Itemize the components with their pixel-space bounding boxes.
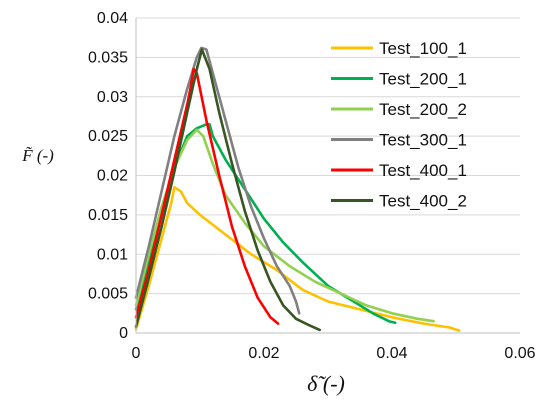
series-lines	[134, 46, 461, 332]
y-tick-label: 0.025	[88, 128, 128, 145]
y-tick-label: 0.005	[88, 286, 128, 303]
legend-label: Test_400_1	[379, 161, 467, 180]
legend-label: Test_100_1	[379, 39, 467, 58]
axes	[135, 18, 520, 334]
y-tick-label: 0.035	[88, 49, 128, 66]
y-tick-label: 0.01	[97, 246, 128, 263]
gridlines	[136, 17, 520, 295]
x-tick-label: 0.02	[248, 345, 279, 362]
series-line-test-400-2	[134, 48, 321, 332]
x-tick-labels: 0 0.02 0.04 0.06	[132, 345, 536, 362]
legend-label: Test_200_1	[379, 70, 467, 89]
y-tick-label: 0	[119, 325, 128, 342]
legend-label: Test_300_1	[379, 131, 467, 150]
legend-label: Test_400_2	[379, 192, 467, 211]
y-tick-label: 0.015	[88, 207, 128, 224]
y-tick-label: 0.03	[97, 89, 128, 106]
y-tick-label: 0.02	[97, 168, 128, 185]
series-line-test-300-1	[134, 46, 301, 315]
y-tick-labels: 0 0.005 0.01 0.015 0.02 0.025 0.03 0.035 0.04	[88, 10, 128, 342]
y-tick-label: 0.04	[97, 10, 128, 27]
series-line-test-200-2	[134, 128, 435, 323]
x-tick-label: 0.04	[376, 345, 407, 362]
series-line-test-400-1	[134, 67, 280, 325]
x-axis-title: δ̃ (-)	[307, 371, 345, 396]
x-tick-label: 0.06	[504, 345, 535, 362]
legend: Test_100_1 Test_200_1 Test_200_2 Test_300_1…	[331, 39, 467, 211]
x-tick-label: 0	[132, 345, 141, 362]
legend-label: Test_200_2	[379, 100, 467, 119]
y-axis-title: F̃ (-)	[21, 146, 54, 165]
